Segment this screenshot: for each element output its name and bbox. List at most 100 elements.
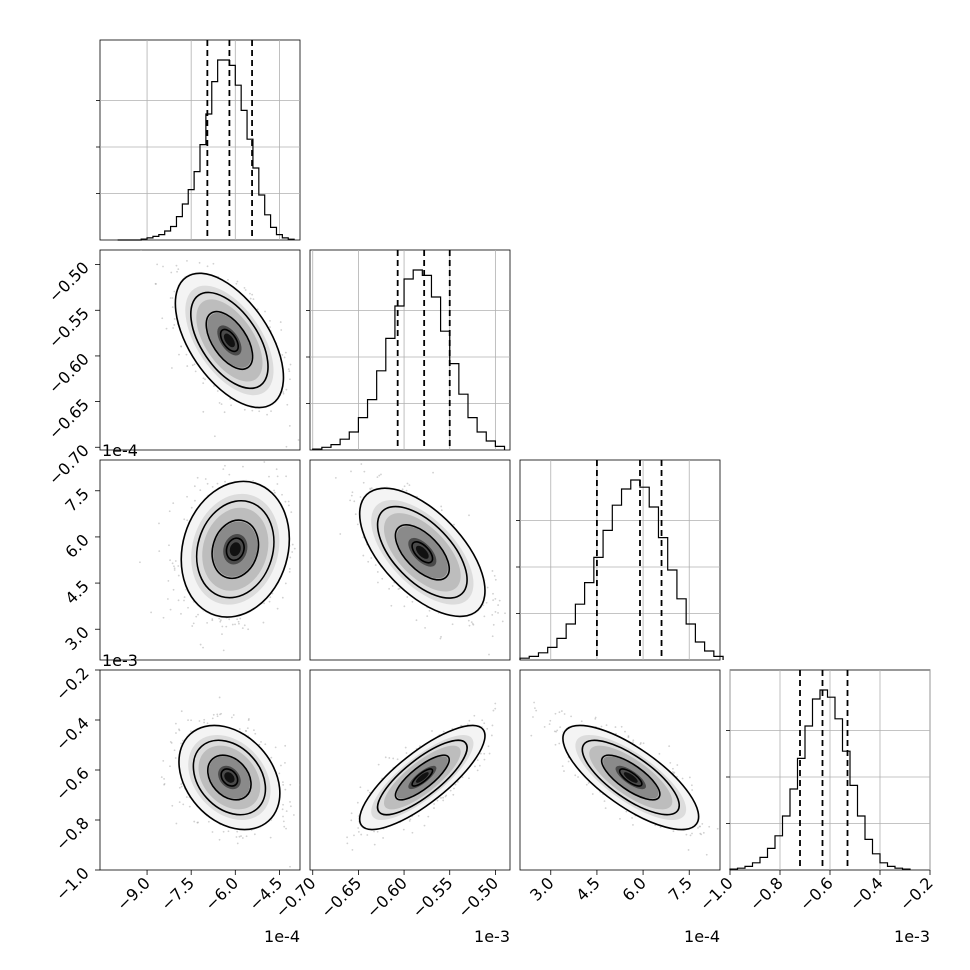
scatter-point [357,830,360,833]
scatter-point [216,713,219,716]
scatter-point [248,718,250,720]
scatter-point [221,633,223,636]
pair-content-3-0 [160,696,300,868]
scatter-point [563,713,566,715]
scatter-point [356,801,359,804]
scatter-point [405,489,408,492]
scatter-point [409,818,412,821]
scatter-point [490,734,493,737]
contour-line-1 [190,291,269,390]
scatter-point [229,398,232,400]
scatter-point [346,836,348,839]
scatter-point [177,574,180,577]
scatter-point [192,622,195,625]
scatter-point [270,756,273,759]
scatter-point [162,759,165,762]
scatter-point [219,620,222,623]
scatter-point [242,465,244,468]
scatter-point [204,378,206,381]
pair-panel-3-0 [99,669,301,871]
scatter-point [292,814,295,816]
scatter-point [488,752,491,755]
scatter-point [285,827,287,830]
density-level-5 [223,333,235,348]
scatter-point [492,599,495,602]
scatter-point [268,475,270,478]
contour-line-1 [376,505,468,599]
scatter-point [492,709,495,712]
scatter-point [270,410,272,412]
scatter-point [553,730,556,733]
scatter-point [580,720,583,723]
scatter-point [178,786,181,789]
scatter-point [268,600,271,603]
scatter-point [163,778,165,780]
scatter-point [156,263,159,266]
pair-content-2-1 [334,463,506,656]
scatter-point [479,752,482,755]
scatter-point [639,742,642,744]
scatter-point [440,797,442,799]
scatter-point [291,551,294,553]
scatter-point [237,620,240,623]
scatter-point [273,489,275,492]
scatter-point [356,523,359,526]
scatter-point [175,822,178,825]
scatter-point [452,793,455,796]
scatter-point [483,615,486,618]
scatter-point [282,815,284,818]
scatter-point [288,370,291,373]
scatter-point [171,804,174,807]
scatter-point [303,558,305,560]
contour-line-3 [220,768,239,787]
scatter-point [220,403,223,405]
scatter-point [377,581,379,584]
scatter-point [483,758,486,761]
scatter-point [216,390,219,392]
scatter-point [169,765,171,768]
scatter-point [280,329,283,331]
scatter-point [162,616,165,619]
scatter-point [285,475,287,478]
scatter-point [227,279,229,281]
scatter-point [350,470,352,473]
scatter-point [180,345,183,348]
scatter-point [180,742,183,745]
scatter-point [467,619,470,622]
scatter-point [376,571,379,573]
hist-bars-3 [729,689,911,870]
contour-line-2 [211,519,260,580]
scatter-point [207,820,210,823]
scatter-point [501,620,504,623]
scatter-point [262,621,265,624]
scatter-point [160,776,163,779]
scatter-point [392,757,395,760]
scatter-point [284,500,287,503]
scatter-point [235,282,238,285]
scatter-point [246,727,249,730]
scatter-point [285,810,288,813]
contour-line-3 [411,768,434,787]
scatter-point [426,615,429,618]
scatter-point [498,599,501,602]
scatter-point [258,410,261,413]
scatter-point [427,815,430,818]
scatter-point [362,481,365,484]
scatter-point [406,596,409,598]
scatter-point [339,533,342,535]
scatter-point [263,602,266,605]
scatter-point [190,719,192,722]
scatter-point [439,637,442,640]
scatter-point [169,559,171,562]
scatter-point [183,518,186,521]
scatter-point [432,471,434,474]
scatter-point [260,741,262,743]
scatter-point [373,843,376,846]
scatter-point [486,586,489,589]
scatter-point [289,865,291,868]
scatter-point [620,725,623,728]
scatter-point [483,752,486,755]
scatter-point [169,608,172,611]
scatter-point [186,495,188,498]
